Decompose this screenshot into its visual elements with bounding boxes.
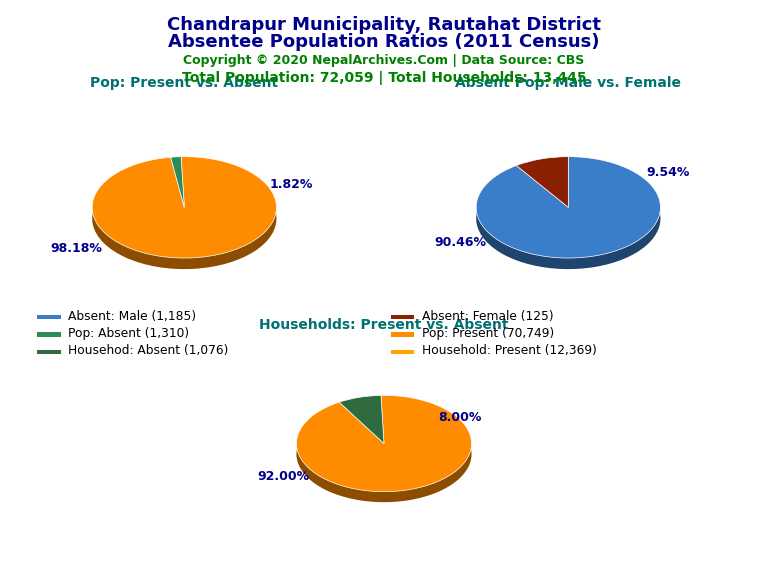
Text: Chandrapur Municipality, Rautahat District: Chandrapur Municipality, Rautahat Distri… <box>167 16 601 34</box>
Text: 8.00%: 8.00% <box>439 411 482 424</box>
Text: Absent: Male (1,185): Absent: Male (1,185) <box>68 310 196 323</box>
Text: 90.46%: 90.46% <box>435 236 487 249</box>
Text: Househod: Absent (1,076): Househod: Absent (1,076) <box>68 344 228 357</box>
Bar <box>391 332 414 336</box>
Bar <box>38 350 61 354</box>
Wedge shape <box>170 168 184 218</box>
Text: Total Population: 72,059 | Total Households: 13,445: Total Population: 72,059 | Total Househo… <box>182 71 586 85</box>
Wedge shape <box>339 406 384 454</box>
Text: Copyright © 2020 NepalArchives.Com | Data Source: CBS: Copyright © 2020 NepalArchives.Com | Dat… <box>184 54 584 67</box>
Text: 98.18%: 98.18% <box>51 242 103 255</box>
Wedge shape <box>92 168 276 269</box>
Text: Absent: Female (125): Absent: Female (125) <box>422 310 553 323</box>
Wedge shape <box>516 157 568 207</box>
Title: Households: Present vs. Absent: Households: Present vs. Absent <box>260 317 508 332</box>
Text: Pop: Absent (1,310): Pop: Absent (1,310) <box>68 327 189 340</box>
Wedge shape <box>170 157 184 207</box>
Text: Absentee Population Ratios (2011 Census): Absentee Population Ratios (2011 Census) <box>168 33 600 51</box>
Wedge shape <box>92 157 276 258</box>
Title: Pop: Present vs. Absent: Pop: Present vs. Absent <box>91 75 278 90</box>
Title: Absent Pop: Male vs. Female: Absent Pop: Male vs. Female <box>455 75 681 90</box>
Wedge shape <box>476 168 660 269</box>
Text: Pop: Present (70,749): Pop: Present (70,749) <box>422 327 554 340</box>
Text: 9.54%: 9.54% <box>647 166 690 179</box>
Text: 1.82%: 1.82% <box>269 178 313 191</box>
Wedge shape <box>476 157 660 258</box>
Wedge shape <box>296 395 472 492</box>
Text: 92.00%: 92.00% <box>257 470 310 483</box>
Wedge shape <box>516 168 568 218</box>
Bar <box>391 350 414 354</box>
Wedge shape <box>296 406 472 502</box>
Bar <box>38 332 61 336</box>
Bar <box>391 315 414 320</box>
Bar <box>38 315 61 320</box>
Text: Household: Present (12,369): Household: Present (12,369) <box>422 344 597 357</box>
Wedge shape <box>339 395 384 444</box>
